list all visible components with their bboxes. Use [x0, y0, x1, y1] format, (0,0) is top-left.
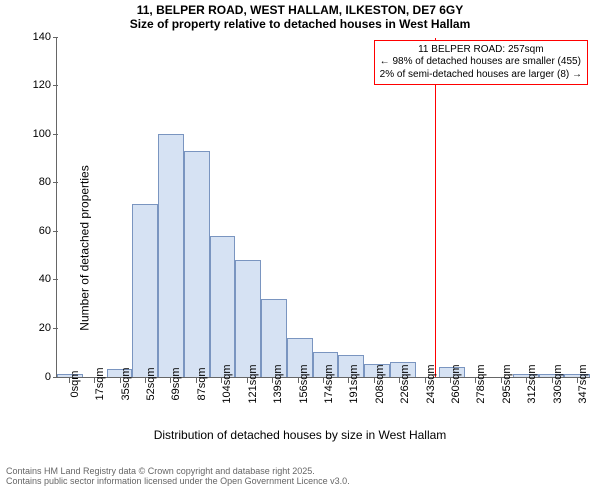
annotation-title: 11 BELPER ROAD: 257sqm: [380, 44, 582, 57]
annotation-box: 11 BELPER ROAD: 257sqm ← 98% of detached…: [374, 40, 588, 86]
bar-row: [57, 38, 590, 377]
histogram-bar: [158, 134, 184, 377]
title-line-2: Size of property relative to detached ho…: [0, 18, 600, 32]
histogram-bar: [210, 236, 236, 377]
y-tick: 120: [33, 79, 57, 91]
y-tick: 40: [39, 273, 57, 285]
histogram-bar: [132, 204, 158, 376]
y-tick: 20: [39, 322, 57, 334]
y-tick: 100: [33, 128, 57, 140]
title-line-1: 11, BELPER ROAD, WEST HALLAM, ILKESTON, …: [0, 4, 600, 18]
chart-container: Number of detached properties 11 BELPER …: [0, 32, 600, 464]
annotation-line-2: 2% of semi-detached houses are larger (8…: [380, 69, 582, 82]
histogram-bar: [184, 151, 210, 377]
annotation-line-1: ← 98% of detached houses are smaller (45…: [380, 56, 582, 69]
x-axis-label: Distribution of detached houses by size …: [0, 428, 600, 442]
plot-area: 11 BELPER ROAD: 257sqm ← 98% of detached…: [56, 38, 590, 378]
chart-title-block: 11, BELPER ROAD, WEST HALLAM, ILKESTON, …: [0, 0, 600, 32]
y-tick: 140: [33, 31, 57, 43]
y-tick: 80: [39, 176, 57, 188]
footer: Contains HM Land Registry data © Crown c…: [0, 464, 600, 488]
footer-line-2: Contains public sector information licen…: [6, 476, 594, 487]
footer-line-1: Contains HM Land Registry data © Crown c…: [6, 466, 594, 477]
histogram-bar: [235, 260, 261, 377]
y-tick: 60: [39, 225, 57, 237]
indicator-line: [435, 38, 436, 377]
